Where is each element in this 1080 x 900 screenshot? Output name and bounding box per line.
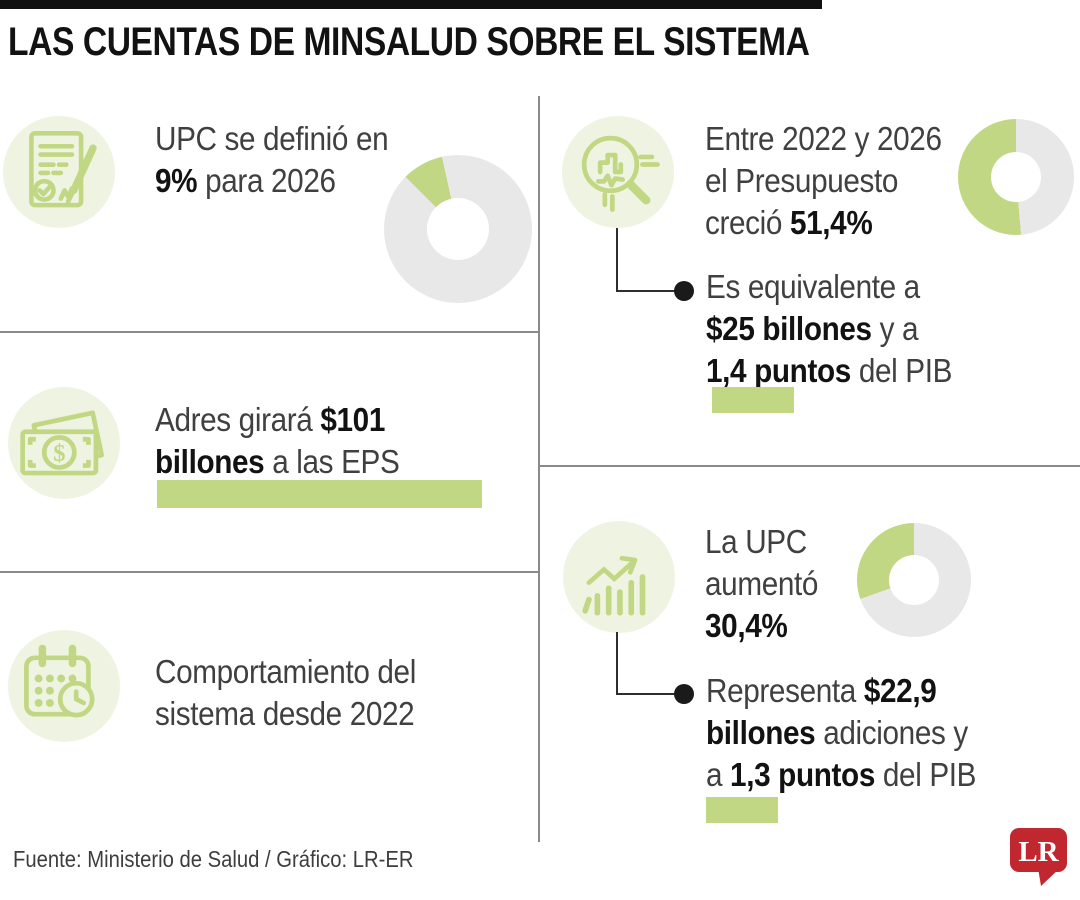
accent-bar	[712, 387, 794, 413]
connector-line	[616, 228, 618, 292]
title-accent-bar	[0, 0, 822, 9]
donut-chart-upc-aumento	[857, 523, 971, 637]
money-bill-icon: $	[8, 387, 120, 499]
donut-hole	[427, 198, 489, 260]
donut-hole	[889, 555, 939, 605]
document-signature-icon	[3, 116, 115, 228]
growth-chart-icon	[563, 521, 675, 633]
accent-bar	[706, 797, 778, 823]
connector-line	[616, 632, 618, 695]
stat-text-adres: Adres girará $101 billones a las EPS	[155, 401, 400, 480]
accent-bar	[157, 480, 482, 508]
svg-text:$: $	[53, 440, 65, 467]
bullet-text-presupuesto: Es equivalente a $25 billones y a 1,4 punt…	[706, 268, 953, 389]
stat-text-presupuesto: Entre 2022 y 2026 el Presupuesto creció 51…	[705, 120, 942, 241]
donut-chart-upc-2026	[384, 155, 532, 303]
donut-hole	[991, 152, 1041, 202]
bullet-dot	[674, 281, 694, 301]
stat-text-upc-aumento: La UPC aumentó 30,4%	[705, 523, 819, 644]
source-credit: Fuente: Ministerio de Salud / Gráfico: L…	[13, 846, 414, 872]
donut-chart-presupuesto	[958, 119, 1074, 235]
bullet-dot	[674, 684, 694, 704]
stat-text-upc-2026: UPC se definió en 9% para 2026	[155, 120, 389, 199]
connector-line	[616, 290, 676, 292]
column-divider	[538, 96, 540, 842]
stat-text-comportamiento: Comportamiento del sistema desde 2022	[155, 653, 416, 732]
section-divider	[0, 331, 538, 333]
connector-line	[616, 693, 676, 695]
calendar-clock-icon	[8, 630, 120, 742]
magnifier-chart-icon	[562, 116, 674, 228]
lr-logo-text: LR	[1018, 836, 1059, 868]
page-title: LAS CUENTAS DE MINSALUD SOBRE EL SISTEMA	[8, 20, 810, 64]
section-divider	[540, 465, 1080, 467]
lr-logo: LR	[1010, 828, 1068, 895]
section-divider	[0, 571, 538, 573]
